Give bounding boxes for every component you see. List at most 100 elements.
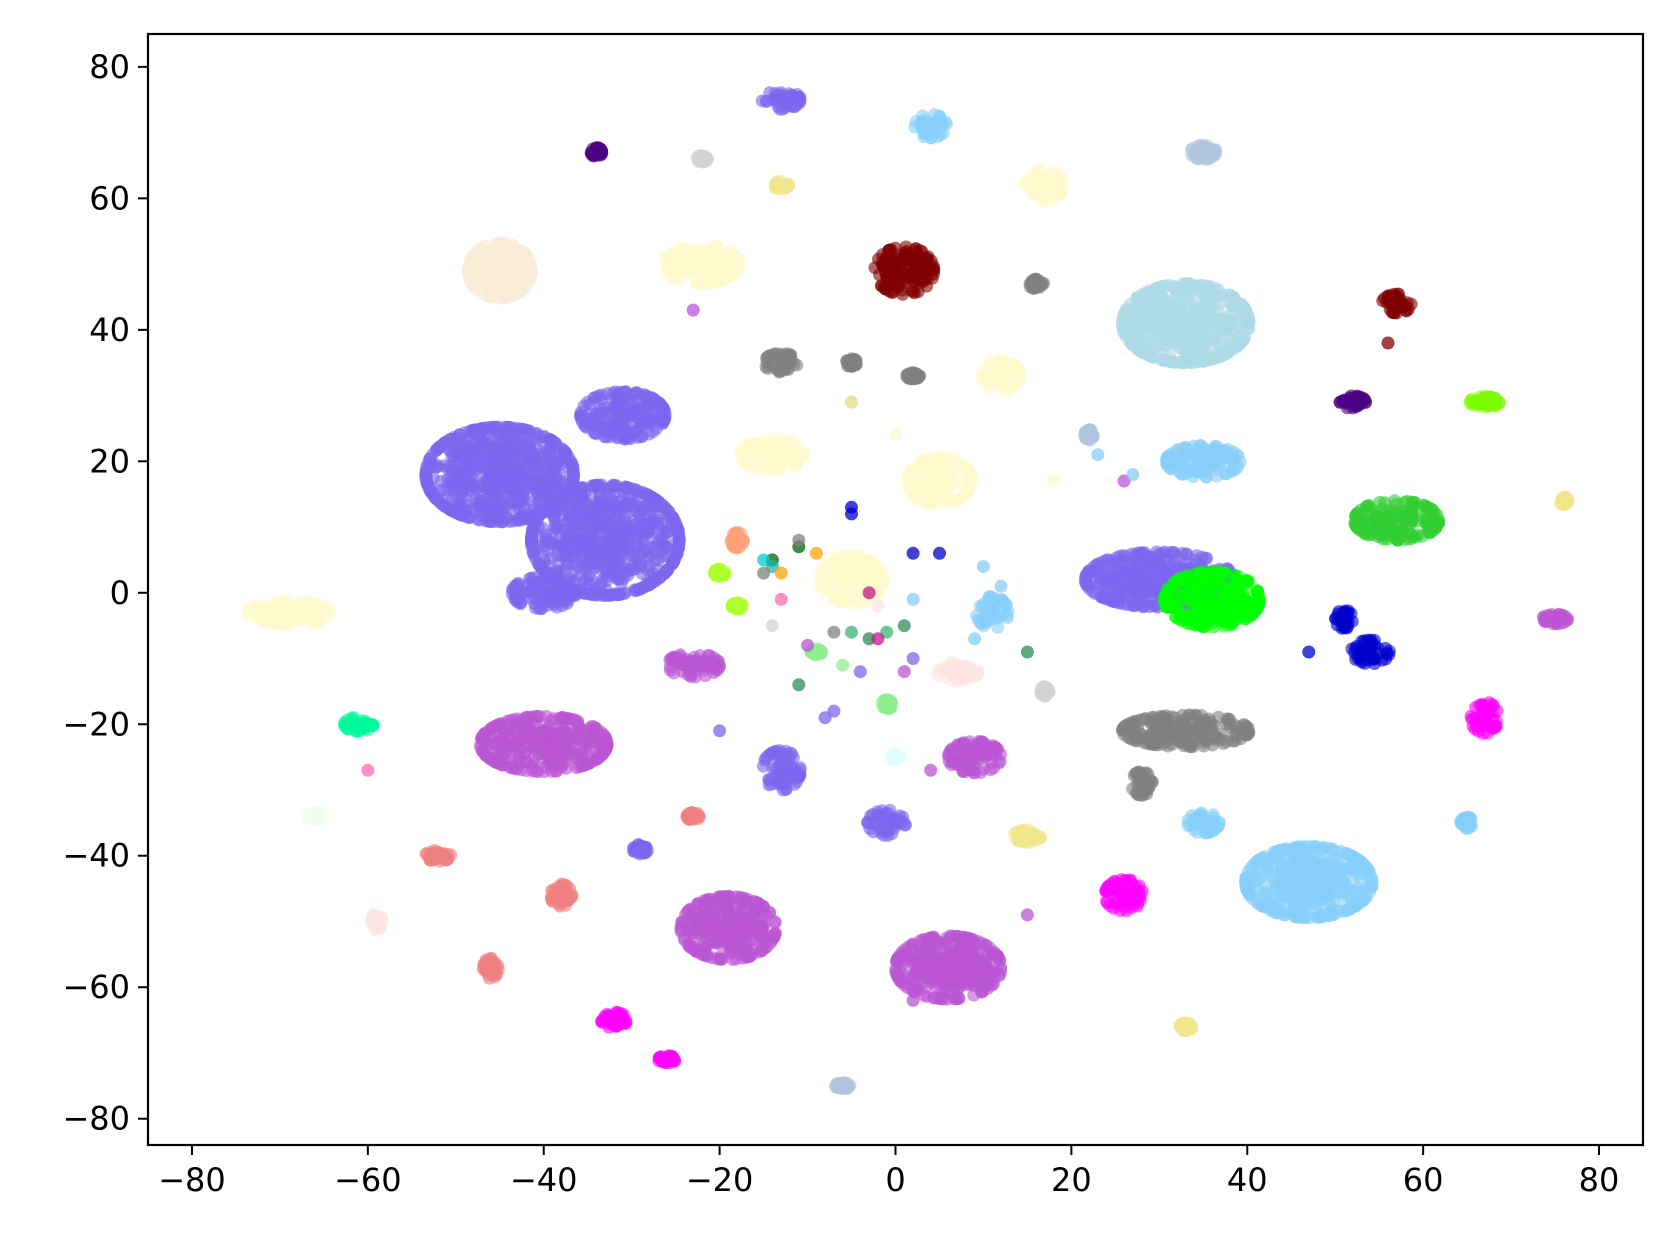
scatter-point — [551, 521, 565, 535]
scatter-point — [981, 606, 995, 620]
scatter-point — [607, 478, 621, 492]
scatter-point — [455, 491, 469, 505]
scatter-point — [729, 912, 743, 926]
scatter-point — [1219, 589, 1233, 603]
scatter-point — [1284, 848, 1298, 862]
scatter-point — [1179, 557, 1193, 570]
scatter-point — [619, 480, 633, 494]
scatter-point — [494, 438, 508, 452]
scatter-point — [606, 403, 619, 417]
scatter-point — [631, 843, 645, 857]
scatter-point — [888, 241, 902, 255]
scatter-point — [1179, 287, 1193, 301]
scatter-point — [1154, 568, 1168, 581]
scatter-point — [745, 947, 759, 961]
scatter-point — [564, 510, 578, 523]
scatter-point — [583, 733, 596, 747]
scatter-point — [917, 119, 931, 133]
scatter-point — [1156, 546, 1170, 560]
scatter-point — [927, 964, 941, 978]
scatter-point — [958, 753, 972, 767]
scatter-point — [600, 574, 613, 587]
scatter-point — [1251, 871, 1265, 885]
scatter-point — [1131, 583, 1145, 597]
scatter-point — [594, 725, 608, 739]
scatter-point — [606, 548, 620, 562]
scatter-point — [1333, 904, 1347, 918]
scatter-point — [616, 516, 629, 530]
scatter-point — [874, 826, 888, 840]
scatter-point — [530, 484, 544, 498]
scatter-point — [561, 576, 575, 590]
scatter-point — [558, 446, 572, 459]
scatter-point — [756, 919, 770, 933]
scatter-point — [756, 759, 770, 773]
scatter-point — [1192, 566, 1206, 580]
scatter-point — [700, 949, 714, 963]
scatter-point — [568, 588, 582, 602]
scatter-point — [651, 526, 665, 540]
scatter-point — [763, 748, 777, 762]
scatter-point — [501, 421, 515, 434]
scatter-point — [561, 486, 575, 499]
scatter-point — [1131, 333, 1145, 347]
scatter-point — [1178, 441, 1192, 455]
scatter-point — [1158, 294, 1172, 308]
scatter-point — [630, 422, 644, 436]
scatter-point — [449, 506, 463, 520]
scatter-point — [1330, 845, 1344, 859]
scatter-point — [774, 772, 788, 785]
scatter-point — [479, 748, 493, 762]
scatter-point — [1314, 844, 1328, 858]
scatter-point — [554, 740, 568, 754]
scatter-point — [628, 562, 642, 576]
scatter-point — [598, 588, 612, 602]
scatter-point — [1229, 326, 1243, 340]
scatter-point — [1195, 619, 1209, 633]
scatter-point — [548, 509, 561, 523]
scatter-point — [667, 554, 681, 568]
scatter-point — [1199, 279, 1213, 293]
scatter-point — [672, 532, 686, 546]
scatter-point — [1129, 310, 1143, 324]
scatter-point — [1163, 355, 1177, 368]
scatter-point — [954, 975, 968, 989]
scatter-point — [533, 709, 546, 723]
scatter-point — [1210, 469, 1224, 483]
scatter-point — [654, 570, 668, 584]
scatter-point — [683, 940, 697, 953]
scatter-point — [534, 449, 548, 463]
scatter-point — [517, 731, 530, 745]
scatter-point — [635, 524, 649, 538]
scatter-point — [1118, 306, 1131, 320]
scatter-point — [572, 720, 586, 734]
scatter-point — [1079, 569, 1093, 583]
scatter-point — [924, 131, 938, 145]
scatter-point — [470, 458, 484, 472]
scatter-point — [479, 496, 493, 510]
scatter-point — [912, 949, 926, 963]
scatter-point — [1206, 811, 1220, 825]
scatter-point — [1220, 446, 1234, 459]
scatter-point — [1103, 563, 1117, 577]
scatter-point — [1348, 899, 1362, 913]
scatter-point — [647, 395, 661, 409]
scatter-point — [520, 710, 534, 724]
scatter-point — [501, 464, 515, 478]
scatter-point — [528, 728, 542, 742]
scatter-point — [544, 726, 558, 740]
scatter-point — [544, 714, 558, 728]
scatter-point — [1321, 907, 1335, 921]
scatter-point — [579, 758, 593, 772]
scatter-point — [1240, 875, 1254, 889]
scatter-point — [958, 945, 972, 959]
scatter-point — [577, 548, 591, 562]
scatter-point — [512, 461, 526, 475]
scatter-point — [950, 992, 964, 1006]
scatter-point — [1362, 864, 1376, 878]
scatter-point — [1202, 293, 1216, 306]
scatter-point — [722, 894, 736, 908]
scatter-point — [1118, 571, 1132, 585]
scatter-point — [934, 992, 947, 1006]
